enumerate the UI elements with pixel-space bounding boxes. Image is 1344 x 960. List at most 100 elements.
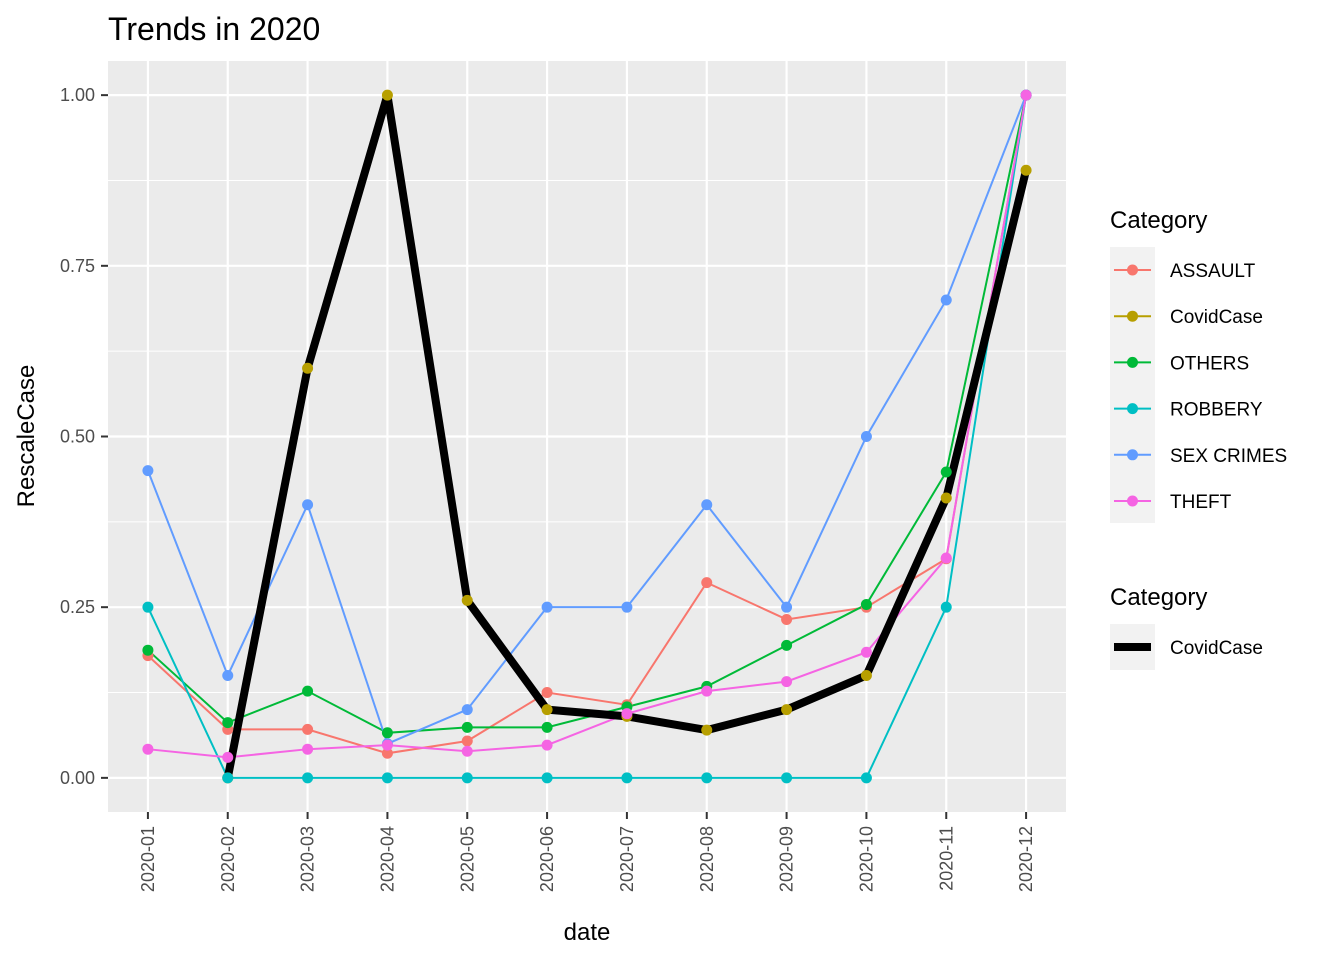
legend-label-robbery: ROBBERY xyxy=(1170,400,1263,421)
series-line-robbery xyxy=(147,94,1028,779)
x-tick-label: 2020-04 xyxy=(377,826,397,892)
data-point-robbery xyxy=(621,772,633,784)
x-tick-label: 2020-05 xyxy=(457,826,477,892)
data-point-covidcase xyxy=(1020,164,1032,176)
data-point-sex-crimes xyxy=(701,499,713,511)
data-point-assault xyxy=(701,577,713,589)
data-point-theft xyxy=(541,739,553,751)
data-point-others xyxy=(541,721,553,733)
data-point-covidcase xyxy=(541,704,553,716)
x-axis-ticks: 2020-01 2020-02 2020-03 2020-04 2020-05 2020-… xyxy=(138,812,1036,892)
legend-label-covidcase-highlight: CovidCase xyxy=(1170,638,1263,659)
data-point-theft xyxy=(621,708,633,720)
data-point-robbery xyxy=(302,772,314,784)
data-point-assault xyxy=(302,723,314,735)
legend-title: Category xyxy=(1110,207,1207,234)
x-tick-label: 2020-08 xyxy=(697,826,717,892)
data-point-covidcase xyxy=(860,669,872,681)
data-point-robbery xyxy=(940,601,952,613)
data-point-others xyxy=(381,727,393,739)
series-line-assault xyxy=(147,94,1028,755)
y-tick-label: 1.00 xyxy=(60,85,95,105)
legend-label-assault: ASSAULT xyxy=(1170,261,1256,282)
legend-label-sex-crimes: SEX CRIMES xyxy=(1170,446,1287,467)
legend-key-point-covidcase xyxy=(1127,310,1138,322)
data-point-others xyxy=(781,639,793,651)
series-layer xyxy=(146,94,1028,779)
data-point-assault xyxy=(461,735,473,747)
data-point-theft xyxy=(222,751,234,763)
data-point-sex-crimes xyxy=(222,669,234,681)
legend-key-point-sex-crimes xyxy=(1127,449,1138,461)
legend-title: Category xyxy=(1110,584,1207,611)
x-tick-label: 2020-02 xyxy=(218,826,238,892)
legend-key-point-others xyxy=(1127,356,1138,368)
y-tick-label: 0.75 xyxy=(60,256,95,276)
x-tick-label: 2020-07 xyxy=(617,826,637,892)
data-point-theft xyxy=(701,685,713,697)
data-point-theft xyxy=(461,745,473,757)
chart-title: Trends in 2020 xyxy=(108,11,320,47)
y-tick-label: 0.00 xyxy=(60,768,95,788)
data-point-others xyxy=(302,685,314,697)
x-tick-label: 2020-01 xyxy=(138,826,158,892)
x-axis-title: date xyxy=(564,919,611,946)
data-point-robbery xyxy=(701,772,713,784)
y-axis-title: RescaleCase xyxy=(13,365,40,508)
x-tick-label: 2020-10 xyxy=(856,826,876,892)
x-tick-label: 2020-03 xyxy=(298,826,318,892)
data-point-covidcase xyxy=(701,724,713,736)
data-point-robbery xyxy=(222,772,234,784)
data-point-others xyxy=(222,717,234,729)
data-point-covidcase xyxy=(381,89,393,101)
legend-key-point-theft xyxy=(1127,495,1138,507)
data-point-sex-crimes xyxy=(541,601,553,613)
data-point-sex-crimes xyxy=(461,704,473,716)
data-point-covidcase xyxy=(302,362,314,374)
data-point-sex-crimes xyxy=(302,499,314,511)
series-line-others xyxy=(147,94,1028,734)
x-tick-label: 2020-06 xyxy=(537,826,557,892)
data-point-assault xyxy=(541,687,553,699)
data-point-theft xyxy=(940,552,952,564)
y-tick-label: 0.50 xyxy=(60,427,95,447)
data-point-sex-crimes xyxy=(621,601,633,613)
data-point-others xyxy=(142,644,154,656)
data-point-others xyxy=(860,598,872,610)
data-point-assault xyxy=(381,747,393,759)
data-point-theft xyxy=(781,676,793,688)
legend-label-covidcase: CovidCase xyxy=(1170,307,1263,328)
data-point-robbery xyxy=(461,772,473,784)
legend-key-point-robbery xyxy=(1127,403,1138,415)
data-point-sex-crimes xyxy=(940,294,952,306)
x-tick-label: 2020-09 xyxy=(777,826,797,892)
data-point-robbery xyxy=(860,772,872,784)
data-point-theft xyxy=(381,739,393,751)
data-point-covidcase xyxy=(461,594,473,606)
data-point-covidcase xyxy=(781,704,793,716)
legend-highlight: Category CovidCase xyxy=(1110,584,1263,670)
legend-key-point-assault xyxy=(1127,264,1138,276)
data-point-theft xyxy=(142,743,154,755)
data-point-robbery xyxy=(142,601,154,613)
data-point-others xyxy=(940,466,952,478)
data-point-robbery xyxy=(381,772,393,784)
data-point-others xyxy=(461,721,473,733)
data-point-theft xyxy=(860,646,872,658)
data-point-assault xyxy=(781,613,793,625)
legend-label-theft: THEFT xyxy=(1170,492,1232,513)
legend-label-others: OTHERS xyxy=(1170,353,1249,374)
y-tick-label: 0.25 xyxy=(60,597,95,617)
legend-entries: ASSAULT CovidCase OTHERS ROBBERY SEX CRIMES T… xyxy=(1114,261,1287,513)
x-tick-label: 2020-12 xyxy=(1016,826,1036,892)
data-point-theft xyxy=(1020,89,1032,101)
points-layer xyxy=(142,89,1032,784)
data-point-robbery xyxy=(781,772,793,784)
y-axis-ticks: 0.00 0.25 0.50 0.75 1.00 xyxy=(60,85,108,788)
data-point-covidcase xyxy=(940,492,952,504)
data-point-robbery xyxy=(541,772,553,784)
x-tick-label: 2020-11 xyxy=(936,826,956,891)
data-point-theft xyxy=(302,743,314,755)
series-line-sex-crimes xyxy=(146,94,1028,746)
